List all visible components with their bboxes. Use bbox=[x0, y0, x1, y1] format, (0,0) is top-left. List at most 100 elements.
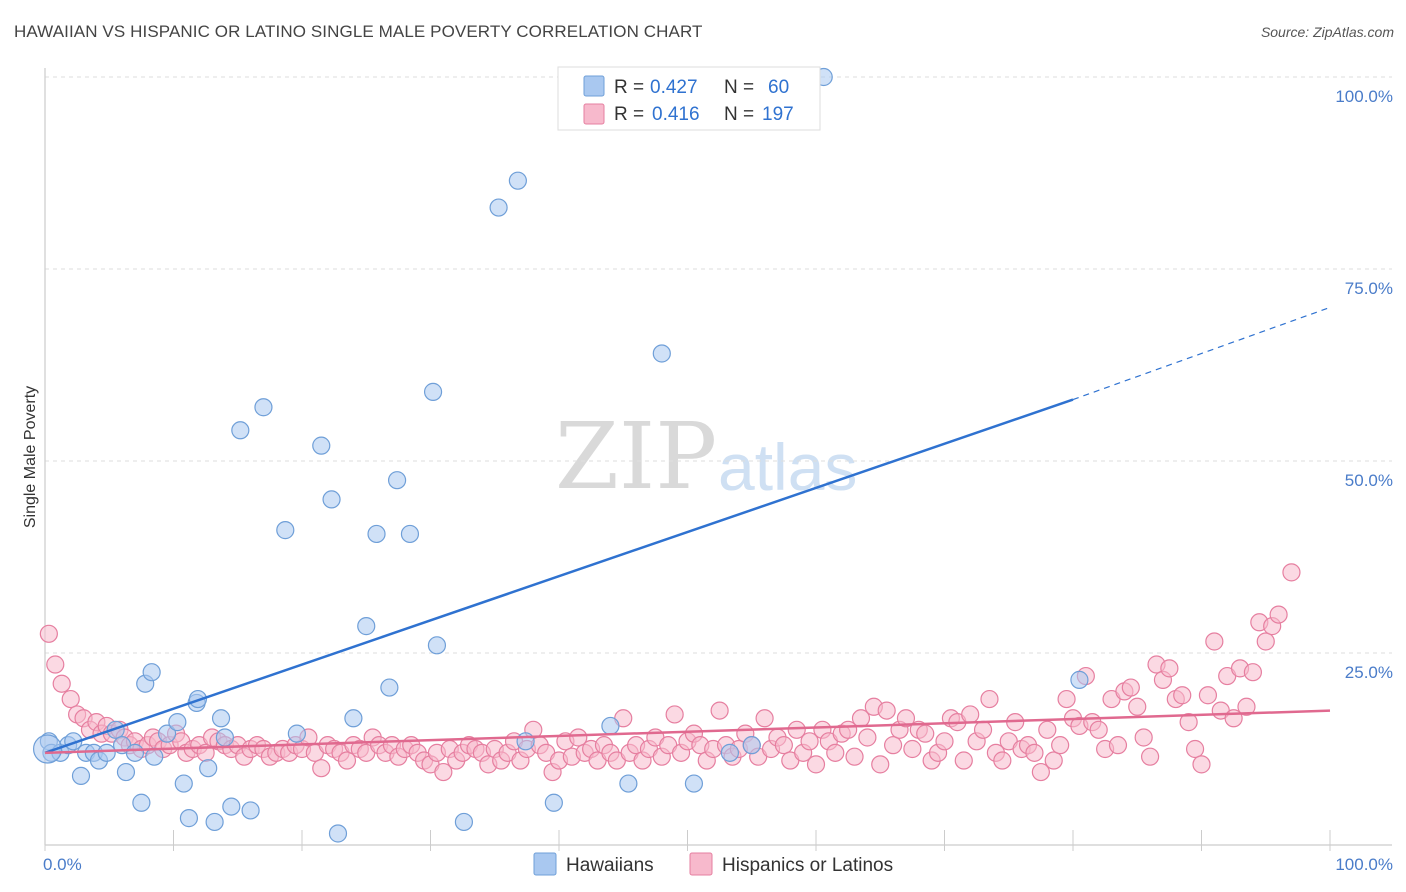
hispanic-point bbox=[826, 743, 845, 762]
hispanic-point bbox=[858, 728, 877, 747]
hispanic-point bbox=[61, 689, 80, 709]
grid-lines bbox=[45, 76, 1392, 654]
hispanic-point bbox=[774, 736, 793, 755]
legend-r-label-1: R = bbox=[614, 77, 644, 98]
bottom-legend-swatch-hawaiians bbox=[533, 852, 557, 876]
y-axis-label: Single Male Poverty bbox=[22, 386, 39, 528]
hispanic-point bbox=[845, 747, 864, 766]
hawaiian-point bbox=[132, 793, 151, 812]
x-tick-label: 100.0% bbox=[1335, 855, 1393, 874]
hawaiian-point bbox=[508, 171, 527, 190]
hawaiian-point bbox=[652, 344, 671, 363]
hawaiian-point bbox=[720, 743, 740, 762]
hawaiian-point bbox=[312, 436, 331, 455]
trend-lines bbox=[44, 306, 1331, 755]
hawaiian-point bbox=[427, 636, 447, 655]
hawaiian-point bbox=[742, 736, 761, 755]
hispanic-point bbox=[903, 739, 922, 759]
hispanic-point bbox=[312, 759, 331, 778]
hawaiian-point bbox=[174, 774, 193, 793]
hispanic-point bbox=[916, 724, 935, 743]
hawaiian-point bbox=[344, 709, 363, 728]
hispanic-point bbox=[1140, 747, 1160, 766]
bottom-legend-label-hawaiians: Hawaiians bbox=[566, 855, 654, 876]
hispanic-point bbox=[1128, 697, 1147, 716]
series-legend: Hawaiians Hispanics or Latinos bbox=[533, 852, 893, 876]
hawaiian-point bbox=[116, 762, 136, 782]
legend-r-value-1: 0.427 bbox=[650, 77, 698, 98]
hispanic-point bbox=[46, 655, 65, 674]
hawaiian-point bbox=[168, 713, 187, 732]
hispanic-point bbox=[1173, 686, 1192, 705]
hawaiian-point bbox=[1070, 670, 1089, 689]
hispanic-point bbox=[800, 732, 819, 751]
hawaiian-point bbox=[454, 812, 474, 832]
hawaiian-point bbox=[199, 759, 218, 778]
hawaiian-point bbox=[619, 774, 638, 793]
watermark-zip: ZIP bbox=[555, 403, 717, 510]
hispanic-point bbox=[961, 705, 980, 724]
hispanic-point bbox=[1185, 739, 1205, 759]
hispanic-point bbox=[896, 709, 916, 728]
hawaiian-point bbox=[241, 801, 260, 820]
hispanic-point bbox=[877, 701, 896, 720]
hispanic-point bbox=[1237, 697, 1256, 716]
legend-n-label-1: N = bbox=[724, 77, 754, 98]
legend-swatch-hawaiians bbox=[583, 75, 605, 97]
hawaiian-point bbox=[387, 471, 407, 490]
hawaiian-point bbox=[400, 524, 420, 544]
y-tick-label: 25.0% bbox=[1345, 663, 1393, 682]
hispanic-point bbox=[1051, 736, 1070, 755]
hispanic-points bbox=[39, 563, 1301, 782]
hispanic-point bbox=[1057, 689, 1076, 709]
hispanic-point bbox=[1025, 743, 1044, 762]
hawaiian-point bbox=[71, 766, 91, 785]
hawaiian-point bbox=[97, 743, 116, 762]
hawaiian-point bbox=[205, 812, 224, 832]
hawaiian-points bbox=[32, 67, 1089, 843]
hawaiian-point bbox=[684, 774, 704, 793]
hispanic-point bbox=[1192, 755, 1211, 774]
hispanic-point bbox=[1269, 605, 1288, 624]
hawaiian-point bbox=[215, 728, 234, 747]
hawaiian-point bbox=[179, 809, 199, 828]
hispanic-point bbox=[569, 728, 588, 747]
hawaiian-point bbox=[254, 398, 273, 417]
hawaiian-point bbox=[544, 793, 563, 812]
hispanic-point bbox=[1179, 713, 1198, 732]
hawaiian-point bbox=[601, 716, 620, 736]
hispanic-point bbox=[1160, 659, 1179, 678]
hawaiian-point bbox=[231, 421, 250, 440]
y-tick-label: 50.0% bbox=[1345, 471, 1393, 490]
bottom-legend-label-hispanics: Hispanics or Latinos bbox=[722, 855, 893, 876]
bottom-legend-swatch-hispanics bbox=[689, 852, 713, 876]
hispanic-point bbox=[39, 624, 58, 643]
source-attribution: Source: ZipAtlas.com bbox=[1260, 24, 1394, 40]
hispanic-point bbox=[1205, 632, 1224, 651]
watermark-atlas: atlas bbox=[718, 430, 857, 504]
y-tick-label: 100.0% bbox=[1335, 87, 1393, 106]
hispanic-point bbox=[1089, 720, 1108, 739]
hispanic-point bbox=[973, 720, 993, 739]
hawaiian-point bbox=[380, 678, 399, 697]
hispanic-point bbox=[337, 751, 357, 770]
hispanic-point bbox=[1134, 728, 1153, 747]
hispanic-point bbox=[1243, 663, 1263, 682]
hawaiian-point bbox=[276, 521, 295, 540]
hispanic-point bbox=[1121, 678, 1140, 697]
hispanic-point bbox=[1044, 751, 1063, 770]
hawaiian-trend-extension bbox=[1072, 306, 1331, 401]
legend-n-value-1: 60 bbox=[768, 77, 789, 98]
hawaiian-point bbox=[489, 198, 508, 217]
hispanic-point bbox=[1256, 632, 1275, 651]
hawaiian-point bbox=[357, 617, 376, 636]
hispanic-point bbox=[52, 674, 71, 693]
hawaiian-point bbox=[328, 824, 348, 843]
legend-r-value-2: 0.416 bbox=[652, 104, 700, 125]
hispanic-point bbox=[935, 732, 954, 751]
x-tick-label: 0.0% bbox=[43, 855, 82, 874]
hawaiian-point bbox=[423, 382, 443, 401]
legend-swatch-hispanics bbox=[583, 103, 605, 125]
hispanic-point bbox=[665, 705, 684, 724]
